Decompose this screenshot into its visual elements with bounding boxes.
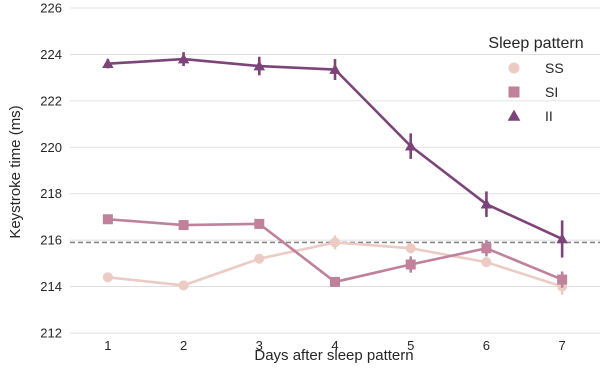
- legend-marker-ss: [508, 62, 520, 74]
- legend-label-si: SI: [545, 84, 558, 100]
- y-tick-label: 218: [40, 186, 62, 201]
- x-tick-label: 6: [483, 338, 490, 353]
- data-point: [481, 243, 492, 254]
- series-ss: [102, 235, 568, 295]
- y-tick-label: 214: [40, 279, 62, 294]
- tick-labels: 212 214 216 218 220 222 224 226 1 2 3 4 5 6 7: [40, 1, 565, 354]
- x-tick-label: 3: [256, 338, 263, 353]
- data-point: [557, 274, 568, 285]
- legend: Sleep pattern SS SI II: [488, 35, 583, 124]
- series-line: [107, 57, 563, 241]
- x-tick-label: 4: [331, 338, 338, 353]
- legend-marker-si: [508, 86, 520, 98]
- y-tick-label: 224: [40, 47, 62, 62]
- series-layer: [102, 52, 568, 295]
- x-tick-label: 2: [180, 338, 187, 353]
- y-axis-label: Keystroke time (ms): [7, 105, 24, 238]
- data-point: [405, 243, 416, 254]
- data-point: [177, 53, 190, 64]
- data-point: [254, 218, 265, 229]
- legend-title: Sleep pattern: [488, 35, 583, 52]
- y-tick-label: 226: [40, 1, 62, 16]
- series-ii: [102, 52, 568, 258]
- data-point: [254, 253, 265, 264]
- data-point: [178, 280, 189, 291]
- data-point: [102, 272, 113, 283]
- x-tick-label: 1: [104, 338, 111, 353]
- legend-marker-ii: [507, 109, 521, 121]
- series-line: [107, 217, 563, 284]
- y-tick-label: 220: [40, 140, 62, 155]
- data-point: [405, 259, 416, 270]
- data-point: [404, 140, 417, 151]
- x-tick-label: 7: [559, 338, 566, 353]
- legend-label-ss: SS: [545, 60, 564, 76]
- x-tick-label: 5: [407, 338, 414, 353]
- data-point: [330, 276, 340, 287]
- data-point: [481, 257, 492, 268]
- data-point: [253, 60, 266, 71]
- series-si: [102, 214, 568, 288]
- data-point: [102, 214, 113, 225]
- y-tick-label: 212: [40, 326, 62, 341]
- y-tick-label: 216: [40, 233, 62, 248]
- y-tick-label: 222: [40, 93, 62, 108]
- data-point: [480, 198, 493, 209]
- data-point: [329, 63, 341, 74]
- data-point: [102, 57, 114, 69]
- legend-label-ii: II: [545, 108, 553, 124]
- data-point: [178, 220, 189, 231]
- data-point: [556, 233, 568, 244]
- data-point: [330, 237, 340, 248]
- x-axis-label: Days after sleep pattern: [254, 347, 413, 364]
